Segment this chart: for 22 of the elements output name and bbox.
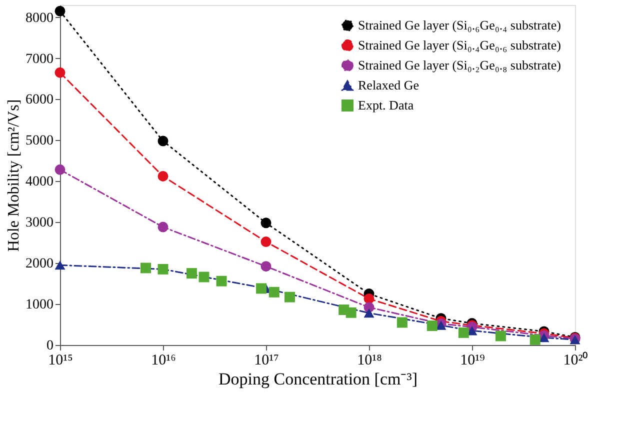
y-axis-title: Hole Mobility [cm²/Vs] bbox=[6, 99, 22, 252]
x-tick-label: 10¹⁶ bbox=[151, 352, 176, 368]
y-tick-label: 5000 bbox=[26, 134, 54, 149]
y-tick-label: 6000 bbox=[26, 92, 54, 108]
x-tick-label: 10²⁰ bbox=[563, 352, 588, 368]
y-tick-label: 2000 bbox=[26, 256, 54, 272]
y-tick-label: 4000 bbox=[26, 174, 54, 190]
legend-label: Strained Ge layer (Si₀.₆Ge₀.₄ substrate) bbox=[358, 18, 561, 32]
y-tick-label: 0 bbox=[46, 338, 54, 354]
x-tick-label: 10¹⁵ bbox=[48, 352, 73, 368]
x-tick-label: 10¹⁸ bbox=[357, 352, 382, 368]
legend-label: Strained Ge layer (Si₀.₂Ge₀.₈ substrate) bbox=[358, 58, 561, 72]
y-tick-label: 7000 bbox=[26, 52, 54, 67]
legend-label: Expt. Data bbox=[358, 98, 414, 112]
x-axis-title: Doping Concentration [cm⁻³] bbox=[218, 370, 418, 388]
x-tick-label: 10¹⁷ bbox=[254, 352, 279, 368]
y-tick-label: 3000 bbox=[26, 216, 54, 231]
y-tick-label: 8000 bbox=[26, 10, 54, 26]
y-tick-label: 1000 bbox=[26, 298, 54, 313]
legend-label: Strained Ge layer (Si₀.₄Ge₀.₆ substrate) bbox=[358, 38, 561, 52]
x-tick-label: 10¹⁹ bbox=[460, 352, 485, 368]
legend-label: Relaxed Ge bbox=[358, 78, 420, 92]
